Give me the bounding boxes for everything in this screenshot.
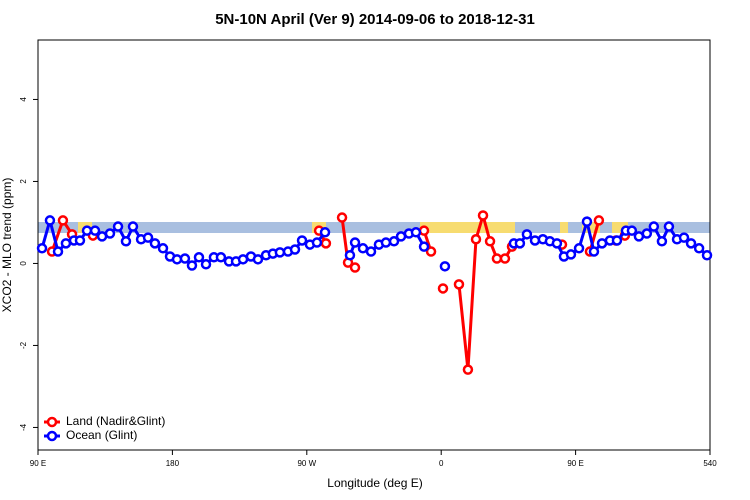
legend-swatch-point bbox=[46, 416, 58, 428]
data-point bbox=[484, 236, 496, 247]
data-point bbox=[336, 212, 348, 223]
data-point bbox=[200, 259, 212, 270]
data-point bbox=[296, 235, 308, 246]
y-tick-label: 2 bbox=[19, 179, 28, 184]
data-point bbox=[320, 238, 332, 249]
data-point bbox=[157, 243, 169, 254]
data-point bbox=[648, 221, 660, 232]
data-point bbox=[319, 227, 331, 238]
data-point bbox=[120, 236, 132, 247]
data-point bbox=[357, 243, 369, 254]
data-point bbox=[311, 237, 323, 248]
data-point bbox=[274, 247, 286, 258]
y-axis-label: XCO2 - MLO trend (ppm) bbox=[0, 178, 14, 313]
data-point bbox=[477, 210, 489, 221]
data-point bbox=[491, 253, 503, 264]
x-tick-label: 0 bbox=[439, 459, 444, 468]
legend-label: Land (Nadir&Glint) bbox=[66, 414, 165, 428]
data-point bbox=[626, 225, 638, 236]
data-point bbox=[104, 228, 116, 239]
data-point bbox=[149, 238, 161, 249]
data-point bbox=[36, 243, 48, 254]
data-point bbox=[252, 254, 264, 265]
data-point bbox=[437, 283, 449, 294]
data-point bbox=[581, 216, 593, 227]
data-point bbox=[112, 221, 124, 232]
data-point bbox=[573, 243, 585, 254]
data-point bbox=[701, 250, 713, 261]
y-tick-label: -4 bbox=[19, 423, 28, 431]
data-point bbox=[186, 260, 198, 271]
data-point bbox=[588, 246, 600, 257]
data-point bbox=[179, 253, 191, 264]
data-point bbox=[365, 246, 377, 257]
data-point bbox=[52, 246, 64, 257]
data-point bbox=[453, 279, 465, 290]
data-point bbox=[418, 225, 430, 236]
y-tick-label: 4 bbox=[19, 97, 28, 102]
data-point bbox=[380, 237, 392, 248]
data-point bbox=[215, 252, 227, 263]
data-point bbox=[439, 261, 451, 272]
map-strip bbox=[38, 222, 710, 233]
data-point bbox=[89, 225, 101, 236]
data-point bbox=[289, 244, 301, 255]
data-point bbox=[418, 241, 430, 252]
data-point bbox=[410, 227, 422, 238]
data-point bbox=[44, 215, 56, 226]
y-tick-label: 0 bbox=[19, 261, 28, 266]
data-point bbox=[663, 221, 675, 232]
data-point bbox=[693, 243, 705, 254]
data-point bbox=[462, 364, 474, 375]
data-point bbox=[656, 236, 668, 247]
data-point bbox=[551, 238, 563, 249]
legend-label: Ocean (Glint) bbox=[66, 428, 137, 442]
data-point bbox=[193, 252, 205, 263]
chart-title: 5N-10N April (Ver 9) 2014-09-06 to 2018-… bbox=[215, 11, 535, 28]
data-point bbox=[349, 237, 361, 248]
data-point bbox=[611, 235, 623, 246]
data-point bbox=[470, 234, 482, 245]
data-point bbox=[641, 228, 653, 239]
x-tick-label: 90 E bbox=[567, 459, 583, 468]
data-point bbox=[678, 232, 690, 243]
data-point bbox=[499, 253, 511, 264]
legend-swatch-point bbox=[46, 430, 58, 442]
data-point bbox=[60, 238, 72, 249]
data-point bbox=[593, 215, 605, 226]
x-tick-label: 180 bbox=[166, 459, 180, 468]
data-point bbox=[514, 238, 526, 249]
data-point bbox=[349, 262, 361, 273]
x-tick-label: 540 bbox=[703, 459, 717, 468]
x-axis-label: Longitude (deg E) bbox=[327, 476, 422, 490]
x-tick-label: 90 W bbox=[297, 459, 316, 468]
data-point bbox=[685, 238, 697, 249]
data-point bbox=[127, 221, 139, 232]
data-point bbox=[344, 250, 356, 261]
data-point bbox=[74, 235, 86, 246]
data-point bbox=[142, 232, 154, 243]
data-point bbox=[521, 229, 533, 240]
x-tick-label: 90 E bbox=[30, 459, 46, 468]
y-tick-label: -2 bbox=[19, 341, 28, 349]
data-point bbox=[529, 235, 541, 246]
data-point bbox=[425, 246, 437, 257]
data-point bbox=[57, 215, 69, 226]
data-point bbox=[565, 249, 577, 260]
data-point bbox=[388, 236, 400, 247]
data-point bbox=[81, 225, 93, 236]
